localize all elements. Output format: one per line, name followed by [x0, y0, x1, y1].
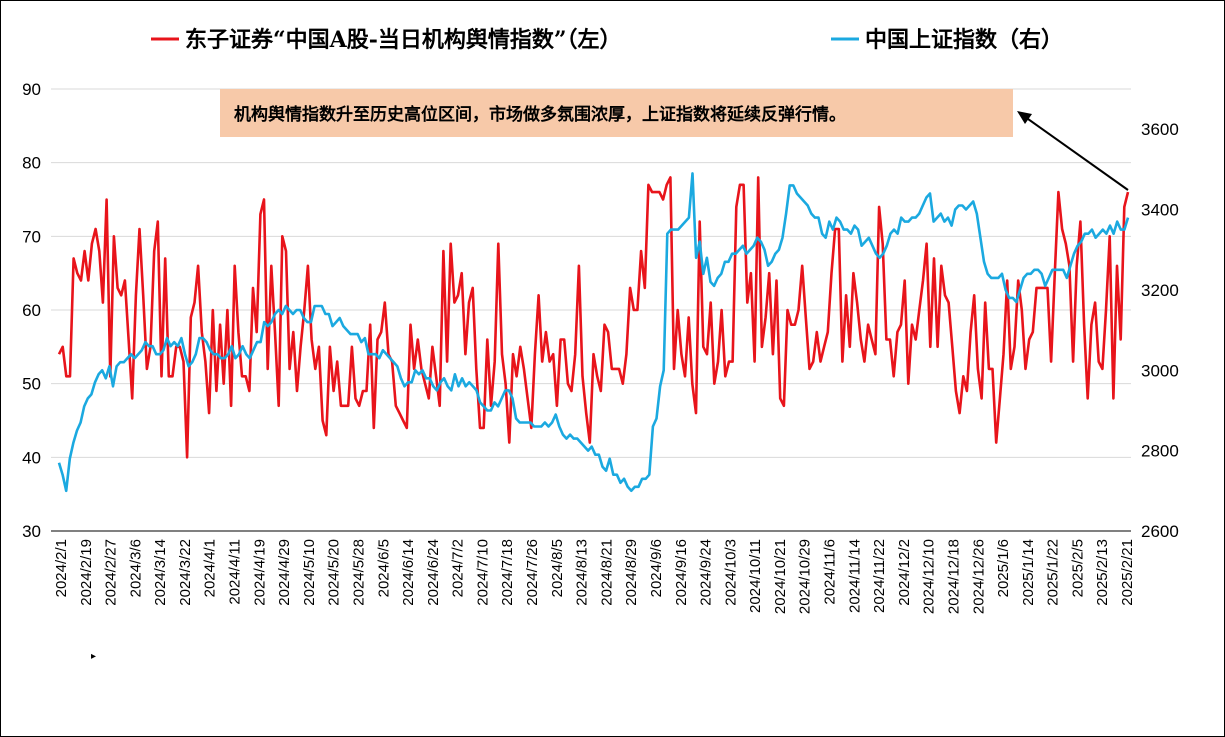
x-tick-label: 2024/5/20	[326, 539, 343, 606]
y-left-tick-label: 40	[22, 448, 41, 467]
x-tick-label: 2024/5/28	[350, 539, 367, 606]
x-tick-label: 2024/3/22	[177, 539, 194, 606]
x-tick-label: 2024/8/13	[574, 539, 591, 606]
x-tick-label: 2024/10/11	[747, 539, 764, 613]
x-tick-label: 2024/11/22	[871, 539, 888, 613]
x-tick-label: 2025/1/14	[1020, 539, 1037, 606]
x-tick-label: 2024/4/19	[251, 539, 268, 606]
x-tick-label: 2024/9/6	[648, 539, 665, 597]
y-right-tick-label: 3000	[1141, 361, 1179, 380]
x-tick-label: 2024/10/29	[797, 539, 814, 614]
x-tick-label: 2024/7/18	[499, 539, 516, 606]
x-tick-label: 2024/8/21	[598, 539, 615, 606]
x-tick-label: 2024/12/18	[945, 539, 962, 614]
x-tick-label: 2024/12/10	[921, 539, 938, 614]
x-tick-label: 2024/10/3	[722, 539, 739, 606]
legend: 东子证券“中国A股-当日机构舆情指数”（左） 中国上证指数（右）	[151, 27, 1063, 53]
annotation-arrow	[1020, 113, 1129, 191]
series-line-left	[57, 176, 1130, 459]
series-line-right	[57, 172, 1130, 493]
x-tick-label: 2025/1/22	[1045, 539, 1062, 606]
x-tick-label: 2024/6/5	[375, 539, 392, 597]
x-tick-label: 2025/2/5	[1069, 539, 1086, 597]
x-tick-label: 2024/6/24	[425, 539, 442, 606]
x-tick-label: 2024/6/14	[400, 539, 417, 606]
x-tick-label: 2024/5/10	[301, 539, 318, 606]
x-tick-label: 2024/3/14	[152, 539, 169, 606]
y-left-tick-label: 60	[22, 301, 41, 320]
x-tick-label: 2024/2/19	[78, 539, 95, 606]
annotation-box	[220, 89, 1013, 137]
x-tick-label: 2024/2/1	[53, 539, 70, 597]
x-tick-label: 2025/2/13	[1094, 539, 1111, 606]
y-right-tick-label: 3400	[1141, 201, 1179, 220]
y-left-tick-label: 30	[22, 522, 41, 541]
x-tick-label: 2024/2/27	[103, 539, 120, 606]
y-right-tick-label: 3200	[1141, 281, 1179, 300]
annotation-arrowhead	[1017, 111, 1032, 124]
y-right-tick-label: 3600	[1141, 120, 1179, 139]
x-tick-label: 2024/11/14	[846, 539, 863, 613]
stray-mark: ▸	[91, 651, 96, 662]
x-tick-label: 2024/9/24	[698, 539, 715, 606]
x-tick-label: 2024/4/1	[202, 539, 219, 597]
x-tick-label: 2024/10/21	[772, 539, 789, 614]
legend-label-right-series: 中国上证指数（右）	[865, 27, 1063, 53]
x-tick-label: 2024/3/6	[127, 539, 144, 597]
y-right-tick-label: 2800	[1141, 442, 1179, 461]
y-right-tick-label: 2600	[1141, 522, 1179, 541]
x-tick-label: 2024/4/11	[227, 539, 244, 605]
x-tick-label: 2024/12/26	[970, 539, 987, 614]
x-tick-label: 2024/7/2	[450, 539, 467, 597]
y-left-tick-label: 90	[22, 80, 41, 99]
axes: 30 40 50 60 70 80 90 2600 2800 3000 3200 3400 3600 20…	[22, 80, 1179, 614]
x-tick-label: 2024/7/26	[524, 539, 541, 606]
x-tick-label: 2024/8/29	[623, 539, 640, 606]
legend-label-left-series: 东子证券“中国A股-当日机构舆情指数”（左）	[185, 27, 622, 53]
y-left-tick-label: 50	[22, 375, 41, 394]
x-tick-label: 2024/8/5	[549, 539, 566, 597]
y-left-tick-label: 80	[22, 154, 41, 173]
x-tick-label: 2025/1/6	[995, 539, 1012, 597]
x-tick-label: 2024/4/29	[276, 539, 293, 606]
annotation-text: 机构舆情指数升至历史高位区间，市场做多氛围浓厚，上证指数将延续反弹行情。	[234, 104, 846, 125]
x-tick-label: 2024/9/16	[673, 539, 690, 606]
x-tick-label: 2024/12/2	[896, 539, 913, 606]
y-left-tick-label: 70	[22, 227, 41, 246]
x-tick-label: 2024/11/6	[822, 539, 839, 605]
x-tick-label: 2024/7/10	[474, 539, 491, 606]
x-tick-label: 2025/2/21	[1119, 539, 1136, 606]
series-lines	[57, 172, 1130, 493]
annotation-callout: 机构舆情指数升至历史高位区间，市场做多氛围浓厚，上证指数将延续反弹行情。	[220, 89, 1129, 191]
